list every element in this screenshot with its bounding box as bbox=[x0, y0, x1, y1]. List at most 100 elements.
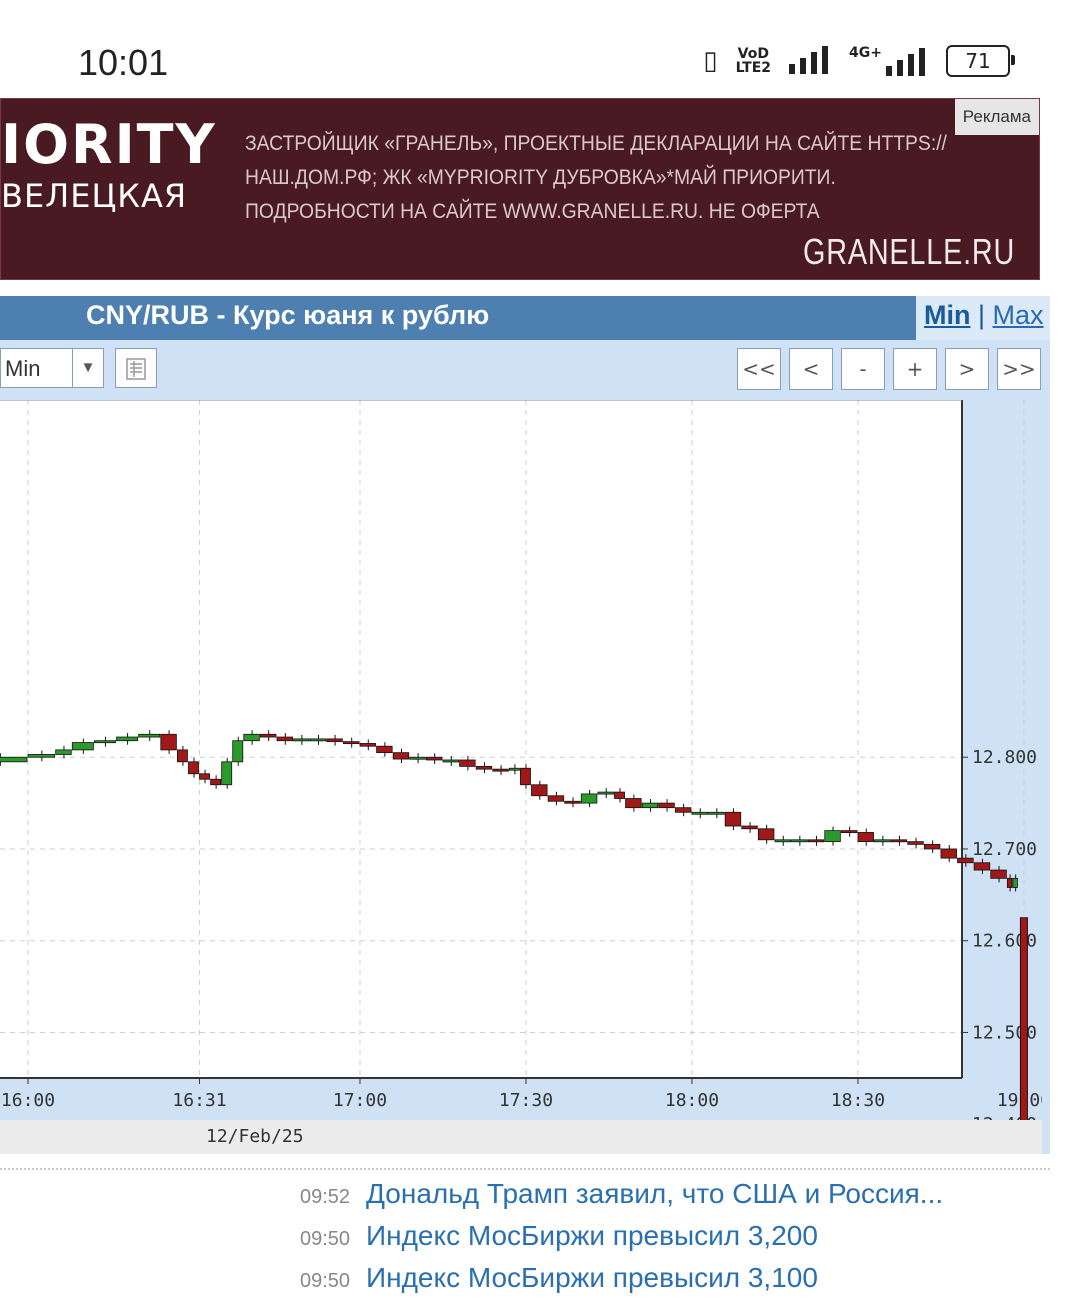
plot-area bbox=[0, 400, 962, 1078]
candle bbox=[890, 839, 908, 843]
candle bbox=[392, 752, 410, 760]
candle bbox=[774, 839, 791, 843]
chart-plot[interactable]: 16:00 16:31 17:00 17:30 18:00 18:30 19:00 12.80… bbox=[0, 399, 1051, 1304]
news-link[interactable]: Индекс МосБиржи превысил 3,100 bbox=[366, 1262, 818, 1293]
news-item[interactable]: 09:50 Индекс МосБиржи превысил 3,200 bbox=[300, 1220, 1060, 1262]
ad-domain[interactable]: GRANELLE.RU bbox=[802, 231, 1015, 272]
table-view-button[interactable] bbox=[115, 348, 157, 388]
candle bbox=[326, 738, 343, 743]
nav-last-button[interactable]: >> bbox=[997, 348, 1041, 390]
candle bbox=[674, 807, 692, 813]
candle bbox=[55, 749, 72, 755]
date-strip: 12/Feb/25 bbox=[0, 1120, 1042, 1154]
nav-prev-button[interactable]: < bbox=[789, 348, 833, 390]
ad-banner[interactable]: IORITY ВЕЛЕЦКАЯ ЗАСТРОЙЩИК «ГРАНЕЛЬ», ПР… bbox=[0, 98, 1040, 280]
news-time: 09:52 bbox=[300, 1186, 351, 1208]
candle bbox=[293, 738, 310, 742]
candle bbox=[1006, 877, 1013, 888]
candle bbox=[531, 784, 548, 797]
candle bbox=[93, 740, 116, 744]
y-tick-label: 12.700 bbox=[972, 839, 1037, 860]
candle bbox=[276, 736, 293, 742]
nav-first-button[interactable]: << bbox=[737, 348, 781, 390]
news-list: 09:52 Дональд Трамп заявил, что США и Ро… bbox=[300, 1178, 1060, 1304]
candle bbox=[359, 743, 376, 747]
candle bbox=[409, 756, 426, 760]
candle bbox=[459, 759, 476, 767]
y-tick-label: 12.800 bbox=[972, 747, 1037, 768]
candle bbox=[973, 862, 991, 871]
status-time: 10:01 bbox=[78, 42, 169, 83]
period-select[interactable]: Min ▼ bbox=[0, 348, 104, 388]
candle bbox=[658, 802, 675, 809]
candle bbox=[221, 761, 233, 786]
candle bbox=[27, 754, 56, 758]
candle bbox=[724, 811, 742, 827]
volte-top: VoD bbox=[737, 46, 769, 62]
zoom-in-button[interactable]: + bbox=[893, 348, 937, 390]
candle bbox=[259, 733, 277, 738]
candle bbox=[857, 832, 874, 843]
x-tick-label: 16:31 bbox=[172, 1090, 226, 1111]
candle bbox=[508, 767, 520, 771]
table-icon bbox=[126, 358, 146, 380]
candle bbox=[907, 841, 924, 845]
news-item[interactable]: 09:52 Дональд Трамп заявил, что США и Ро… bbox=[300, 1178, 1060, 1220]
candle bbox=[614, 791, 625, 799]
candle bbox=[708, 811, 725, 815]
period-value: Min bbox=[5, 356, 41, 381]
candle bbox=[597, 791, 614, 795]
chart-header: CNY/RUB - Курс юаня к рублю Min | Max bbox=[0, 296, 1050, 340]
news-link[interactable]: Индекс МосБиржи превысил 3,200 bbox=[366, 1220, 818, 1251]
news-time: 09:50 bbox=[300, 1270, 351, 1292]
price-chart[interactable]: 16:00 16:31 17:00 17:30 18:00 18:30 19:00 12.80… bbox=[0, 399, 1051, 1304]
candle bbox=[492, 768, 509, 772]
ad-text: ЗАСТРОЙЩИК «ГРАНЕЛЬ», ПРОЕКТНЫЕ ДЕКЛАРАЦ… bbox=[245, 132, 947, 223]
x-tick-label: 17:00 bbox=[333, 1090, 387, 1111]
final-candle bbox=[1019, 917, 1028, 1304]
candle bbox=[807, 839, 825, 843]
candle bbox=[376, 745, 393, 754]
battery-icon: 71 bbox=[946, 45, 1015, 77]
candle bbox=[741, 825, 758, 830]
news-time: 09:50 bbox=[300, 1228, 351, 1250]
volte-icon: VoD LTE2 bbox=[736, 47, 771, 75]
news-item[interactable]: 09:50 Индекс МосБиржи превысил 3,100 bbox=[300, 1262, 1060, 1304]
zoom-out-button[interactable]: - bbox=[841, 348, 885, 390]
candle bbox=[957, 857, 974, 864]
candle bbox=[757, 828, 775, 841]
ad-label[interactable]: Реклама bbox=[954, 99, 1039, 135]
candle bbox=[547, 795, 565, 802]
chart-title: CNY/RUB - Курс юаня к рублю bbox=[86, 300, 490, 330]
candle bbox=[138, 733, 161, 738]
candle bbox=[564, 800, 581, 804]
x-tick-label: 16:00 bbox=[1, 1090, 55, 1111]
network-type: 4G+ bbox=[849, 45, 882, 61]
candle bbox=[475, 766, 493, 770]
candle bbox=[442, 759, 459, 763]
min-link[interactable]: Min bbox=[924, 300, 971, 330]
chevron-down-icon[interactable]: ▼ bbox=[72, 349, 103, 387]
candle bbox=[425, 756, 443, 761]
candle bbox=[71, 742, 94, 751]
x-tick-label: 19:00 bbox=[997, 1090, 1042, 1111]
vibrate-icon: ▯ bbox=[703, 46, 718, 76]
candle bbox=[990, 869, 1007, 879]
volte-bottom: LTE2 bbox=[735, 60, 772, 76]
x-tick-label: 18:00 bbox=[665, 1090, 719, 1111]
candle bbox=[243, 733, 260, 742]
candle bbox=[309, 738, 327, 742]
signal-icon bbox=[789, 44, 831, 78]
candle bbox=[824, 830, 841, 843]
news-link[interactable]: Дональд Трамп заявил, что США и Россия..… bbox=[366, 1178, 944, 1209]
nav-next-button[interactable]: > bbox=[945, 348, 989, 390]
x-tick-label: 18:30 bbox=[831, 1090, 885, 1111]
chart-toolbar: Min ▼ << < - + > >> bbox=[0, 340, 1050, 400]
candle bbox=[520, 767, 531, 786]
candle bbox=[176, 749, 188, 763]
candle bbox=[580, 793, 598, 804]
candle bbox=[840, 830, 858, 834]
chart-date: 12/Feb/25 bbox=[206, 1126, 304, 1147]
max-link[interactable]: Max bbox=[992, 300, 1044, 330]
divider bbox=[0, 1168, 1050, 1170]
